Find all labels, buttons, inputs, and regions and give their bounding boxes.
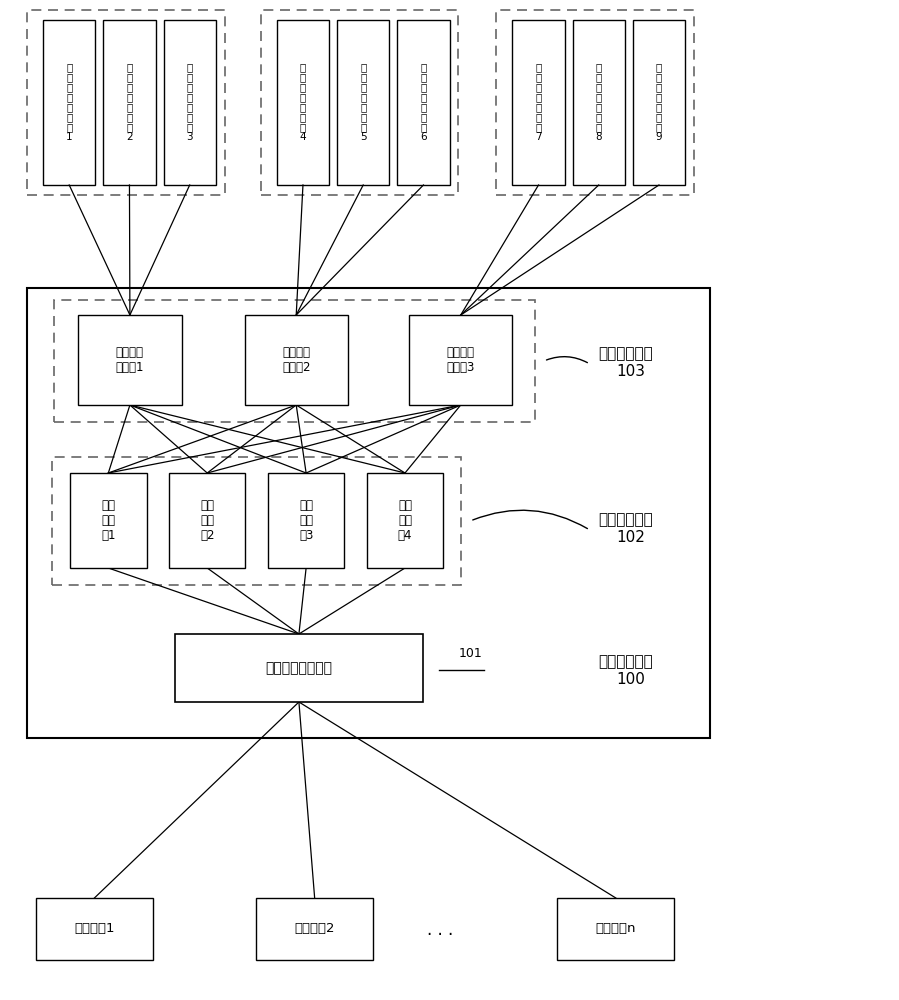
Text: 会话管理
服务器3: 会话管理 服务器3	[447, 346, 475, 374]
Bar	[496, 10, 694, 195]
Text: 会话管理
服务器2: 会话管理 服务器2	[282, 346, 310, 374]
Text: 内
部
服
务
器
节
点
7: 内 部 服 务 器 节 点 7	[535, 62, 542, 142]
Bar	[261, 10, 458, 195]
Text: 外部系统n: 外部系统n	[595, 922, 636, 936]
Bar	[337, 20, 389, 185]
Text: 内
部
服
务
器
节
点
8: 内 部 服 务 器 节 点 8	[595, 62, 602, 142]
Text: 101: 101	[459, 647, 483, 660]
Text: 102: 102	[616, 530, 645, 546]
Text: 内
部
服
务
器
节
点
5: 内 部 服 务 器 节 点 5	[360, 62, 367, 142]
Bar	[54, 300, 535, 422]
Text: 外部系统1: 外部系统1	[74, 922, 115, 936]
Text: 集群管理装置: 集群管理装置	[598, 654, 653, 670]
Text: 外部系统2: 外部系统2	[294, 922, 335, 936]
Text: 内
部
服
务
器
节
点
2: 内 部 服 务 器 节 点 2	[126, 62, 133, 142]
Bar	[52, 457, 461, 585]
Text: 代理
服务
器1: 代理 服务 器1	[101, 499, 116, 542]
Text: 内
部
服
务
器
节
点
4: 内 部 服 务 器 节 点 4	[299, 62, 307, 142]
Bar	[169, 473, 245, 568]
Text: 代理
服务
器4: 代理 服务 器4	[397, 499, 413, 542]
Text: 会话管理模块: 会话管理模块	[598, 347, 653, 361]
Text: 103: 103	[616, 364, 645, 379]
Bar	[43, 20, 95, 185]
Bar	[573, 20, 625, 185]
Text: 代理
服务
器3: 代理 服务 器3	[299, 499, 313, 542]
Bar	[27, 10, 225, 195]
Bar	[409, 315, 512, 405]
Bar	[78, 315, 182, 405]
Bar	[245, 315, 348, 405]
Bar	[397, 20, 450, 185]
Text: 内
部
服
务
器
节
点
3: 内 部 服 务 器 节 点 3	[186, 62, 193, 142]
Bar	[512, 20, 565, 185]
Text: 流量控制模块: 流量控制模块	[598, 512, 653, 528]
Text: 内
部
服
务
器
节
点
9: 内 部 服 务 器 节 点 9	[655, 62, 663, 142]
Bar	[70, 473, 147, 568]
Bar	[367, 473, 443, 568]
Bar	[633, 20, 685, 185]
Text: 内
部
服
务
器
节
点
6: 内 部 服 务 器 节 点 6	[420, 62, 427, 142]
Text: 负载均衡控制模块: 负载均衡控制模块	[265, 661, 333, 675]
Bar	[103, 20, 156, 185]
Text: . . .: . . .	[427, 921, 454, 939]
Text: 内
部
服
务
器
节
点
1: 内 部 服 务 器 节 点 1	[66, 62, 73, 142]
Bar	[256, 898, 373, 960]
Bar	[164, 20, 216, 185]
Bar	[557, 898, 674, 960]
Bar	[277, 20, 329, 185]
Text: 会话管理
服务器1: 会话管理 服务器1	[116, 346, 144, 374]
Bar	[36, 898, 153, 960]
Bar	[268, 473, 344, 568]
Bar	[175, 634, 423, 702]
Text: 代理
服务
器2: 代理 服务 器2	[200, 499, 215, 542]
Text: 100: 100	[616, 672, 645, 688]
Bar	[27, 288, 710, 738]
